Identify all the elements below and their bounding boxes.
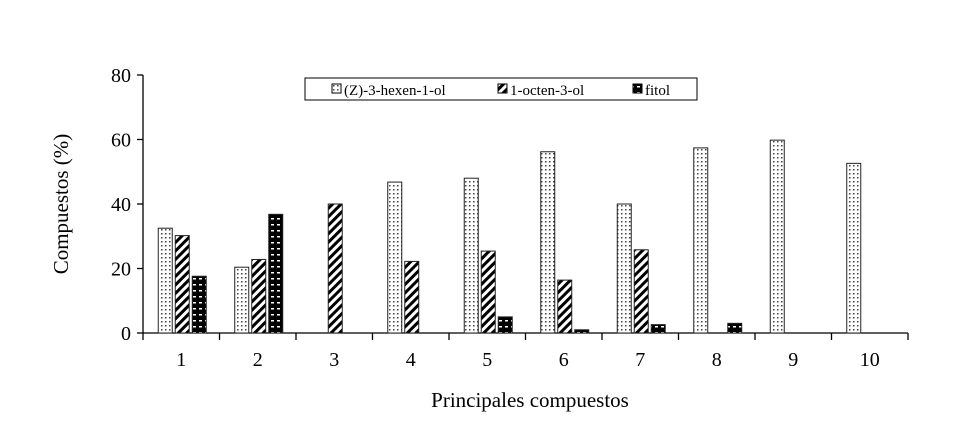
bars: [157, 139, 862, 334]
x-tick-label: 9: [788, 349, 798, 371]
bar-dots-4: [387, 181, 403, 334]
legend-label: fitol: [645, 83, 670, 99]
bar-dots-7: [616, 203, 632, 334]
x-tick-label: 10: [860, 349, 880, 371]
bar-dots-8: [693, 147, 709, 334]
x-tick-label: 1: [176, 349, 186, 371]
axes: 0 20 40 60 80 1 2 3 4 5 6 7 8 9 10: [111, 65, 909, 371]
y-axis-label: Compuestos (%): [49, 134, 73, 275]
y-tick-label: 40: [111, 194, 131, 216]
bar-diagonal-6: [557, 279, 573, 334]
legend: (Z)-3-hexen-1-ol 1-octen-3-ol fitol: [304, 77, 698, 101]
legend-swatch-diagonal: [497, 83, 508, 94]
bar-checker-8: [727, 322, 743, 334]
bar-diagonal-5: [480, 250, 496, 334]
bar-checker-1: [191, 275, 207, 334]
x-tick-label: 8: [712, 349, 722, 371]
bar-checker-5: [497, 316, 513, 334]
y-tick-label: 0: [121, 323, 131, 345]
legend-swatch-checker: [632, 83, 643, 94]
x-tick-label: 5: [482, 349, 492, 371]
legend-swatch-dots: [331, 83, 342, 94]
bar-dots-2: [234, 266, 250, 334]
y-tick-label: 20: [111, 259, 131, 281]
bar-diagonal-1: [174, 235, 190, 334]
bar-dots-9: [769, 139, 785, 334]
bar-diagonal-4: [404, 260, 420, 334]
x-tick-label: 6: [559, 349, 569, 371]
bar-dots-6: [540, 151, 556, 334]
y-tick-label: 80: [111, 65, 131, 87]
bar-diagonal-7: [633, 249, 649, 334]
legend-label: 1-octen-3-ol: [510, 83, 584, 99]
bar-dots-5: [463, 177, 479, 334]
legend-label: (Z)-3-hexen-1-ol: [344, 83, 446, 99]
x-tick-label: 7: [635, 349, 645, 371]
y-tick-label: 60: [111, 130, 131, 152]
bar-checker-2: [268, 213, 284, 334]
bar-dots-10: [846, 162, 862, 334]
bar-diagonal-2: [251, 258, 267, 334]
x-tick-label: 2: [253, 349, 263, 371]
bar-diagonal-3: [327, 203, 343, 334]
x-tick-label: 4: [406, 349, 416, 371]
x-tick-label: 3: [329, 349, 339, 371]
x-axis-label: Principales compuestos: [431, 388, 629, 412]
bar-checker-6: [574, 329, 590, 334]
bar-dots-1: [157, 227, 173, 334]
bar-checker-7: [650, 324, 666, 334]
